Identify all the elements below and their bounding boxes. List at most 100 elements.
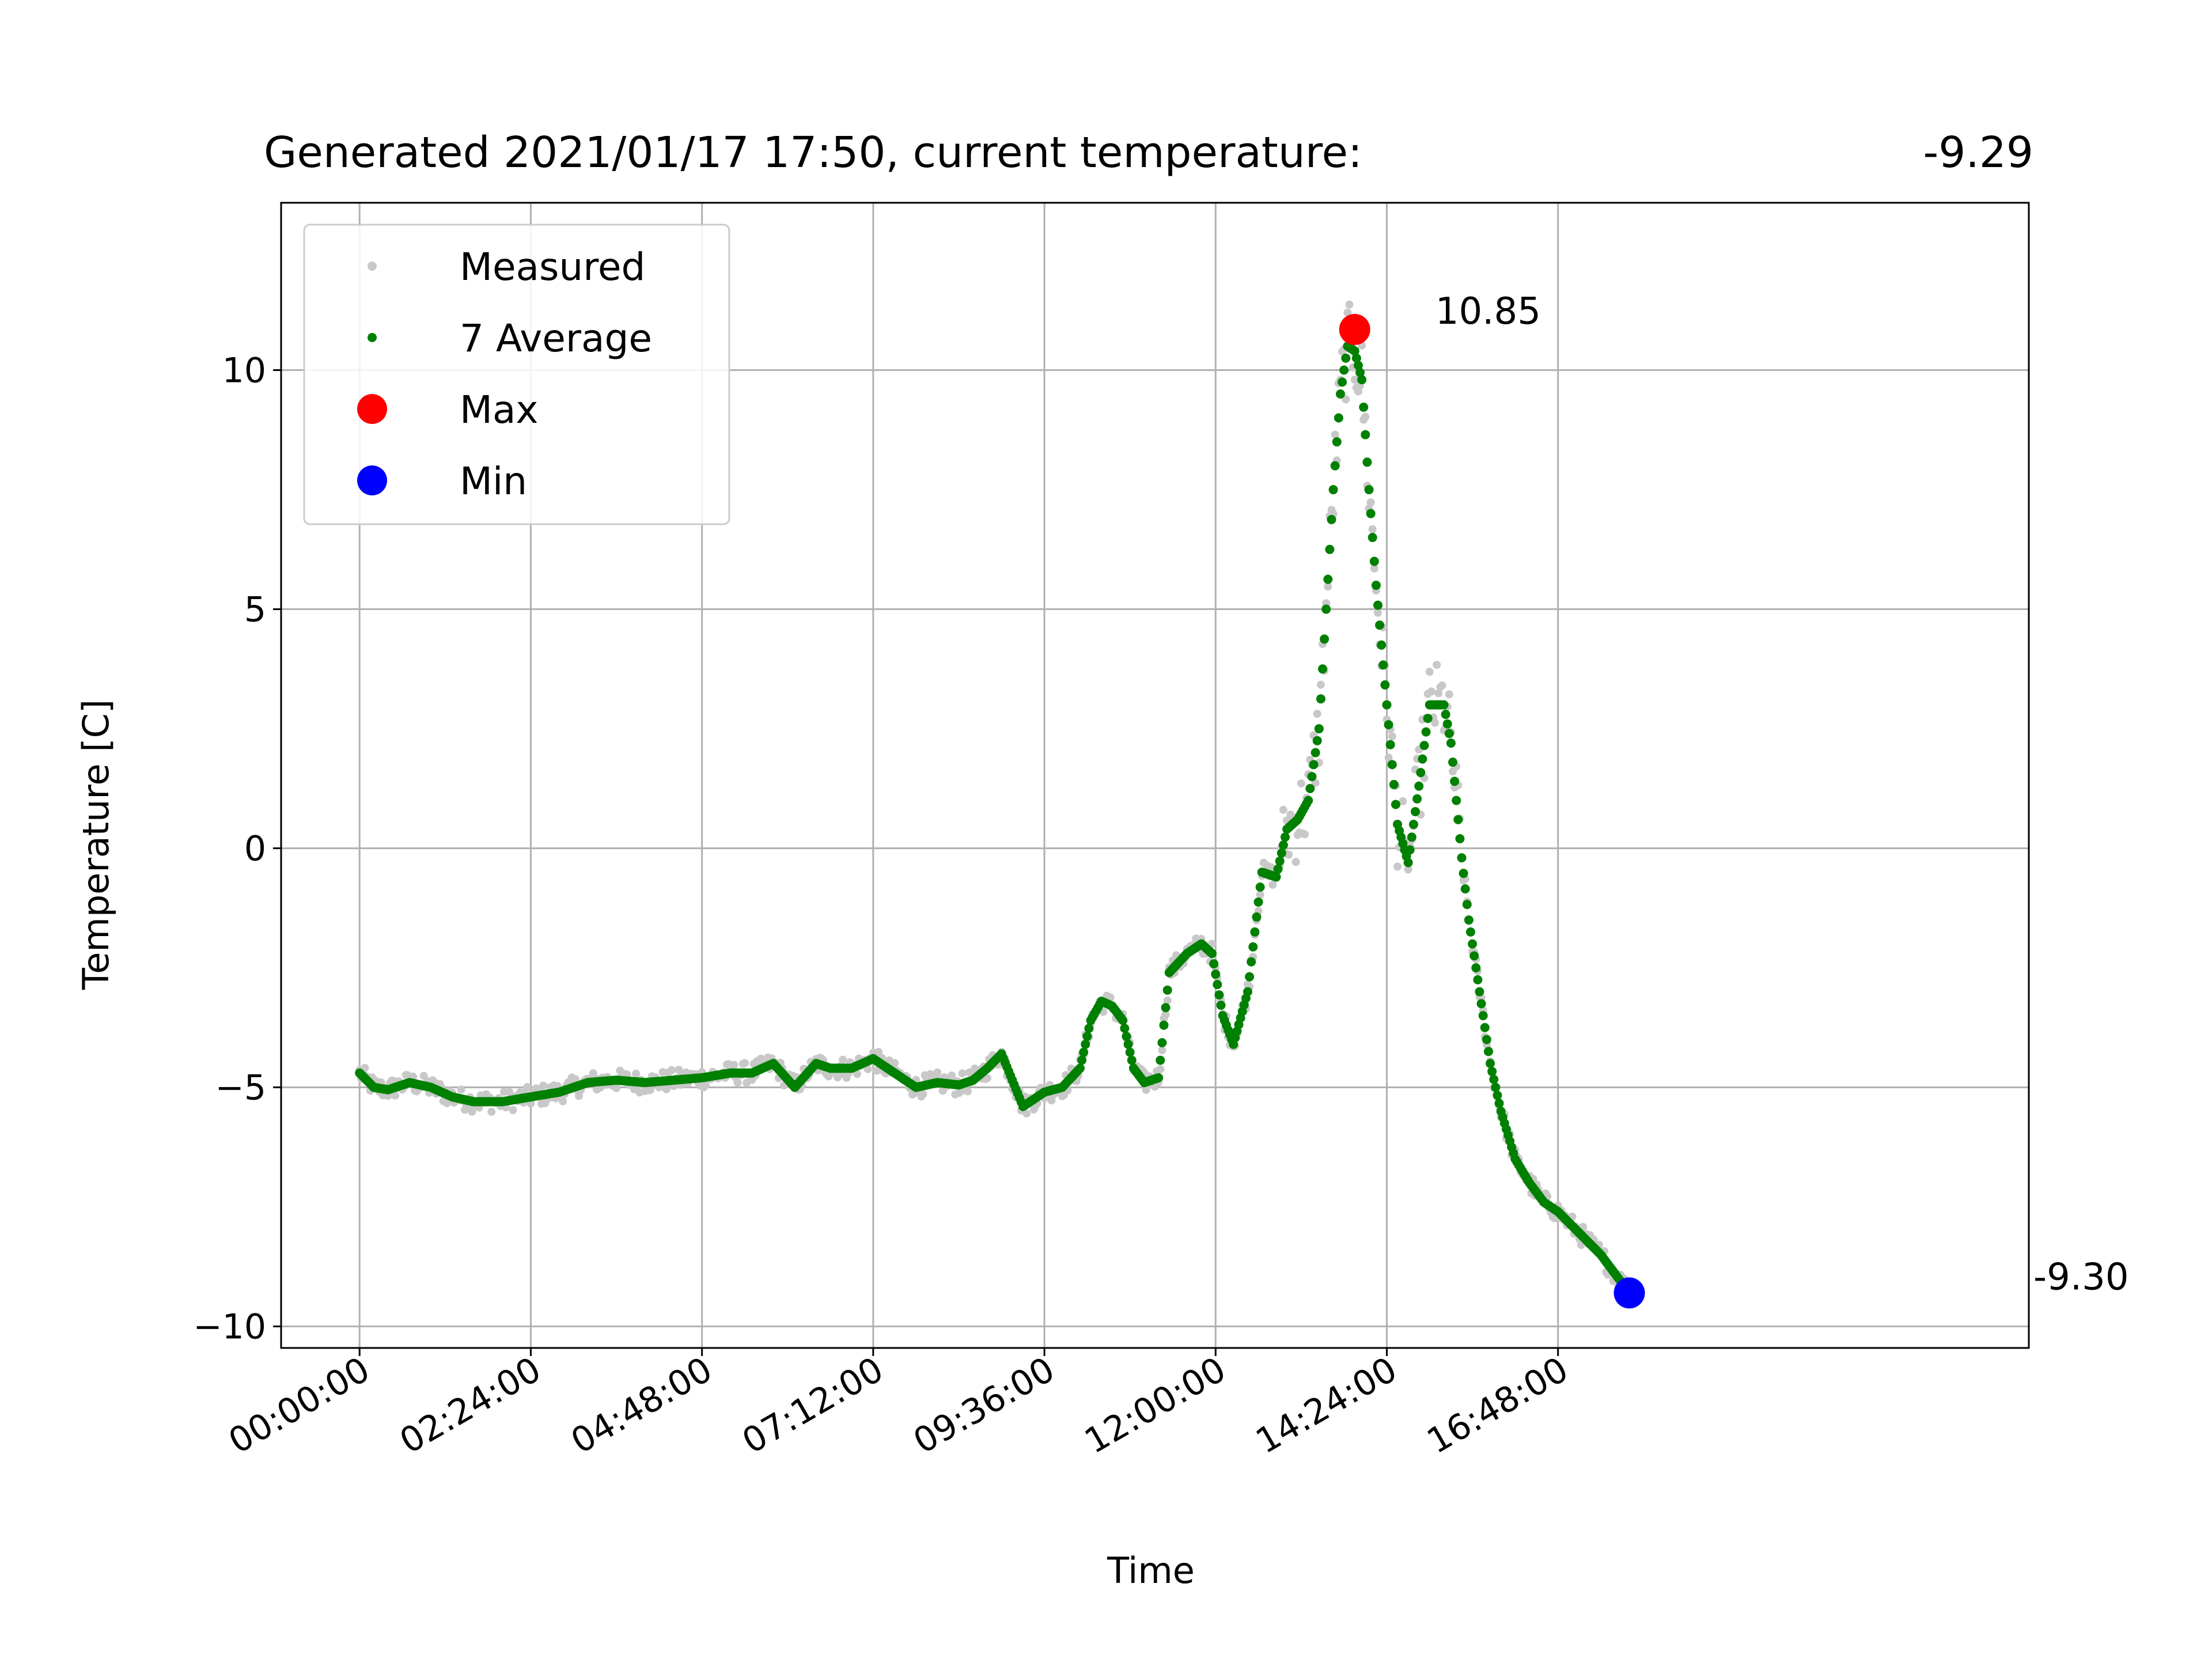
current-temperature-value: -9.29 <box>1923 128 2033 177</box>
average-point <box>1338 377 1347 387</box>
measured-point <box>1384 753 1393 762</box>
average-point <box>1353 361 1363 370</box>
chart-title: Generated 2021/01/17 17:50, current temp… <box>264 128 1362 177</box>
average-point <box>1351 353 1361 363</box>
average-point <box>1357 375 1367 385</box>
measured-point <box>733 1078 742 1087</box>
measured-point <box>1161 1010 1170 1019</box>
y-tick-label: 10 <box>222 351 266 391</box>
measured-point <box>1366 498 1375 507</box>
average-point <box>1455 834 1465 843</box>
measured-point <box>1156 1065 1165 1074</box>
average-point <box>1475 987 1484 997</box>
average-point <box>1361 430 1370 440</box>
measured-point <box>948 1071 956 1080</box>
average-point <box>1371 581 1381 590</box>
average-point <box>1162 985 1172 995</box>
average-point <box>1377 640 1387 650</box>
average-point <box>1476 999 1486 1009</box>
plot-frame <box>280 202 2030 1349</box>
average-point <box>1084 1024 1094 1033</box>
y-tick-label: −5 <box>215 1068 266 1108</box>
measured-point <box>1022 1109 1031 1118</box>
average-point <box>1075 1063 1085 1073</box>
y-tick-label: 5 <box>244 590 266 630</box>
average-point <box>1423 714 1433 724</box>
average-point <box>1419 741 1429 751</box>
average-series <box>355 342 1634 1298</box>
legend-label-average: 7 Average <box>460 316 652 361</box>
measured-point <box>839 1055 847 1064</box>
measured-point <box>873 1066 881 1075</box>
average-point <box>1405 845 1415 855</box>
measured-point <box>1433 661 1441 669</box>
measured-point <box>1142 1085 1150 1094</box>
average-point <box>1493 1090 1502 1100</box>
measured-point <box>1291 858 1300 866</box>
measured-point <box>509 1106 517 1115</box>
max-value-label: 10.85 <box>1435 290 1541 333</box>
average-point <box>1252 912 1262 922</box>
average-point <box>1416 768 1426 778</box>
average-point <box>1081 1039 1090 1049</box>
average-point <box>1384 720 1393 730</box>
average-point <box>1325 544 1335 554</box>
average-point <box>1450 777 1460 786</box>
average-point <box>1339 365 1349 375</box>
average-point <box>1439 700 1449 710</box>
average-point <box>1214 990 1224 1000</box>
average-point <box>1448 757 1458 767</box>
average-point <box>1375 620 1385 630</box>
average-point <box>1211 969 1221 979</box>
measured-point <box>853 1070 861 1078</box>
average-point <box>1469 951 1479 961</box>
measured-point <box>1431 718 1440 727</box>
average-point <box>1323 574 1333 584</box>
average-point <box>1359 402 1369 412</box>
legend-label-min: Min <box>460 459 527 503</box>
legend-label-max: Max <box>460 388 538 432</box>
measured-point <box>1313 710 1321 718</box>
measured-point <box>523 1083 532 1092</box>
measured-point <box>1404 865 1412 874</box>
average-point <box>1442 719 1452 729</box>
average-point <box>1464 915 1474 925</box>
average-point <box>1487 1066 1497 1076</box>
measured-point <box>1368 525 1377 533</box>
measured-point <box>1324 582 1332 591</box>
measured-point <box>559 1097 567 1105</box>
measured-point <box>571 1075 579 1084</box>
average-point <box>1457 853 1467 863</box>
average-point <box>1156 1055 1165 1065</box>
measured-point <box>1373 608 1382 617</box>
measured-point <box>1350 376 1359 384</box>
average-point <box>1161 1003 1171 1013</box>
measured-point <box>1445 690 1453 699</box>
average-point <box>1335 389 1345 399</box>
measured-point <box>730 1060 738 1069</box>
measured-point <box>457 1085 465 1094</box>
average-point <box>1253 897 1263 907</box>
average-point <box>1216 1001 1226 1010</box>
average-point <box>1125 1047 1135 1057</box>
y-tick-label: 0 <box>244 829 266 869</box>
measured-point <box>1279 805 1287 814</box>
measured-point <box>1393 862 1402 871</box>
average-point <box>1385 740 1395 749</box>
measured-point <box>740 1059 749 1067</box>
legend-marker-min <box>357 465 387 495</box>
average-point <box>1275 856 1285 866</box>
measured-point <box>1316 680 1325 689</box>
measured-point <box>612 1084 621 1093</box>
min-point <box>1613 1277 1645 1309</box>
average-point <box>1378 660 1388 670</box>
measured-point <box>1158 1046 1166 1055</box>
measured-point <box>1285 850 1293 859</box>
average-point <box>1382 700 1392 710</box>
legend: Measured 7 Average Max Min <box>303 224 730 525</box>
average-point <box>1418 754 1427 764</box>
average-point <box>1159 1020 1169 1030</box>
average-point <box>1366 509 1376 518</box>
measured-point <box>956 1088 965 1096</box>
measured-point <box>919 1090 927 1099</box>
